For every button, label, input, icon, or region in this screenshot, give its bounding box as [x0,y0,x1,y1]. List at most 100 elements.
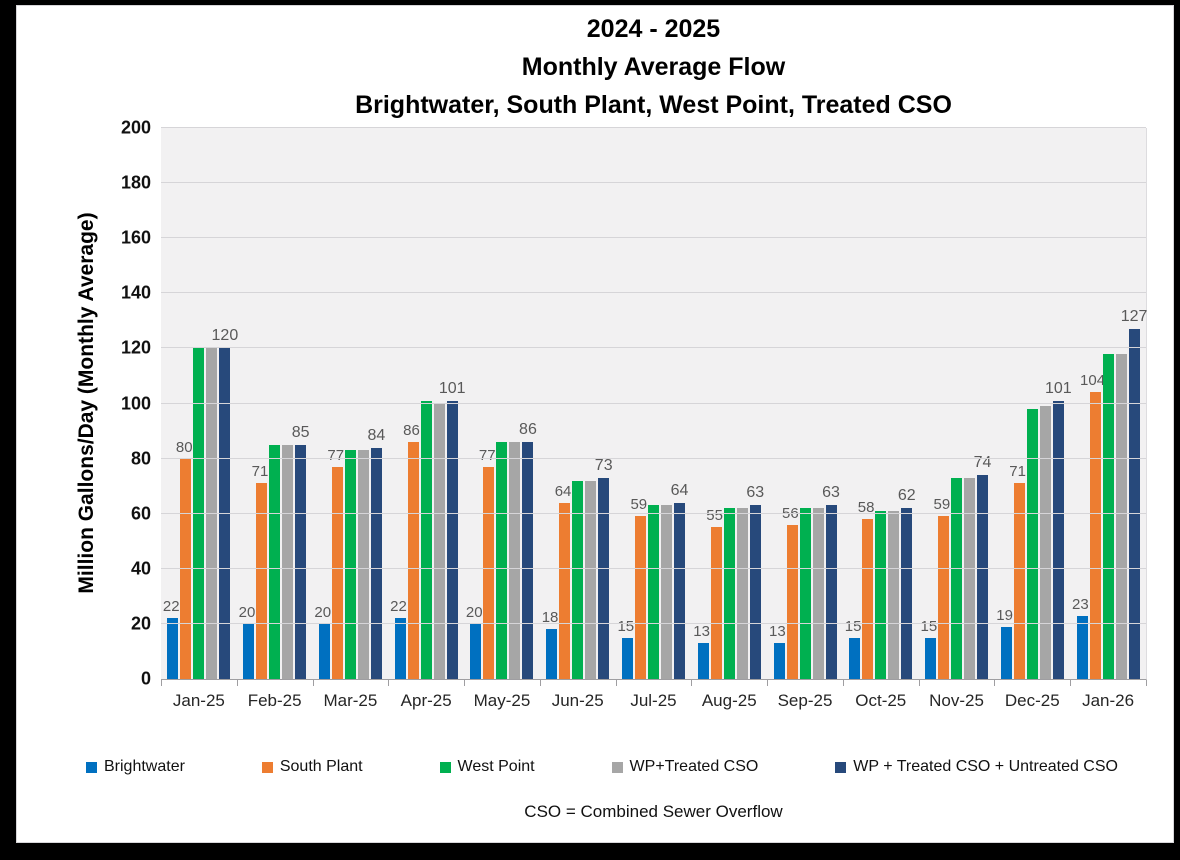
bar-cluster: 13 56 63 [767,128,843,679]
bar [964,477,976,679]
data-label: 13 [693,623,710,641]
y-tick-label: 60 [130,503,151,524]
bar: 127 [1121,308,1147,679]
data-label: 63 [746,484,765,502]
data-label: 104 [1080,372,1106,390]
chart-title-line-2: Monthly Average Flow [521,53,786,81]
bar: 13 [693,623,710,679]
bar [1102,353,1114,679]
chart-canvas: 2024 - 2025 Monthly Average Flow Brightw… [16,5,1174,843]
bar: 20 [314,604,331,679]
data-label: 55 [706,507,723,525]
bar-cluster: 15 58 62 [843,128,919,679]
gridline [161,622,1146,624]
legend-swatch-icon [439,761,451,773]
data-label: 101 [438,379,466,397]
x-tick-label: Mar-25 [323,691,378,710]
data-label: 23 [1072,595,1089,613]
bar [357,450,369,679]
data-label: 19 [996,606,1013,624]
x-tick [161,680,162,686]
x-tick [691,680,693,686]
bar: 20 [239,604,255,679]
x-tick [767,680,769,686]
bar-clusters: 22 80 120 20 71 85 20 77 84 22 86 101 20 77 86 18 64 73 15… [161,128,1147,679]
data-label: 120 [211,327,239,345]
footnote: CSO = Combined Sewer Overflow [524,802,783,821]
data-label: 62 [897,487,916,505]
bar: 120 [212,327,238,679]
x-tick-label: Apr-25 [400,691,452,710]
bar: 58 [858,499,874,679]
bar [572,480,584,679]
bar [1115,353,1127,679]
bar-cluster: 20 77 84 [313,128,389,679]
bar [875,510,887,679]
legend-item: South Plant [261,758,363,776]
bar: 85 [292,424,310,679]
data-label: 63 [822,484,840,502]
data-label: 85 [291,423,310,441]
bar: 101 [1045,380,1072,679]
x-axis-ticks [161,680,1147,686]
bar: 71 [252,463,268,679]
y-tick-label: 40 [130,558,151,579]
gridline [161,347,1146,349]
legend-swatch-icon [611,761,623,773]
plot-area: 22 80 120 20 71 85 20 77 84 22 86 101 20 77 86 18 64 73 15… [161,127,1147,680]
data-label: 127 [1120,308,1148,326]
x-tick-label: May-25 [473,691,531,710]
gridline [161,457,1146,459]
y-tick-label: 20 [130,613,151,634]
y-axis-tick-labels: 0 20 40 60 80 100 120 140 160 180 200 [57,118,151,689]
y-tick-label: 100 [120,393,151,413]
data-label: 73 [594,456,613,474]
bar: 84 [368,427,385,679]
bar: 23 [1072,596,1089,679]
y-tick-label: 200 [120,117,151,138]
data-label: 58 [857,499,875,517]
bar-cluster: 22 86 101 [388,128,466,679]
data-label: 13 [768,623,786,641]
data-label: 77 [327,446,345,464]
data-label: 22 [390,598,407,616]
x-tick [918,680,920,686]
bar [585,480,597,679]
bar: 64 [555,483,571,679]
bar [723,508,735,679]
bar-cluster: 15 59 64 [616,128,692,679]
bar-cluster: 13 55 63 [691,128,767,679]
legend-item: WP + Treated CSO + Untreated CSO [835,758,1118,776]
bar: 71 [1009,463,1026,679]
bar [812,508,824,679]
x-tick [388,680,390,686]
bar: 55 [706,507,723,679]
bar [1039,406,1051,679]
x-tick-label: Feb-25 [247,691,302,710]
data-label: 86 [519,421,537,439]
data-label: 59 [630,496,648,514]
x-tick-label: Nov-25 [929,691,984,710]
bar: 63 [746,484,764,679]
y-tick-label: 120 [120,337,151,358]
x-tick [994,680,996,686]
x-tick-label: Sep-25 [777,691,833,710]
bar [736,508,748,679]
x-tick-label: Jun-25 [551,691,604,710]
legend-item: WP+Treated CSO [611,758,759,776]
data-label: 20 [465,603,483,621]
bar-cluster: 19 71 101 [994,128,1072,679]
x-tick [236,680,238,686]
legend-item: West Point [439,758,535,776]
legend-swatch-icon [86,761,97,773]
gridline [161,567,1146,569]
y-tick-label: 160 [120,227,151,248]
bar [888,510,900,679]
data-label: 18 [541,609,559,627]
data-label: 15 [920,617,938,635]
bar: 22 [390,598,407,679]
gridline [161,402,1146,404]
legend-label: West Point [457,758,535,775]
bar: 63 [822,484,840,679]
legend-label: WP+Treated CSO [629,758,759,775]
